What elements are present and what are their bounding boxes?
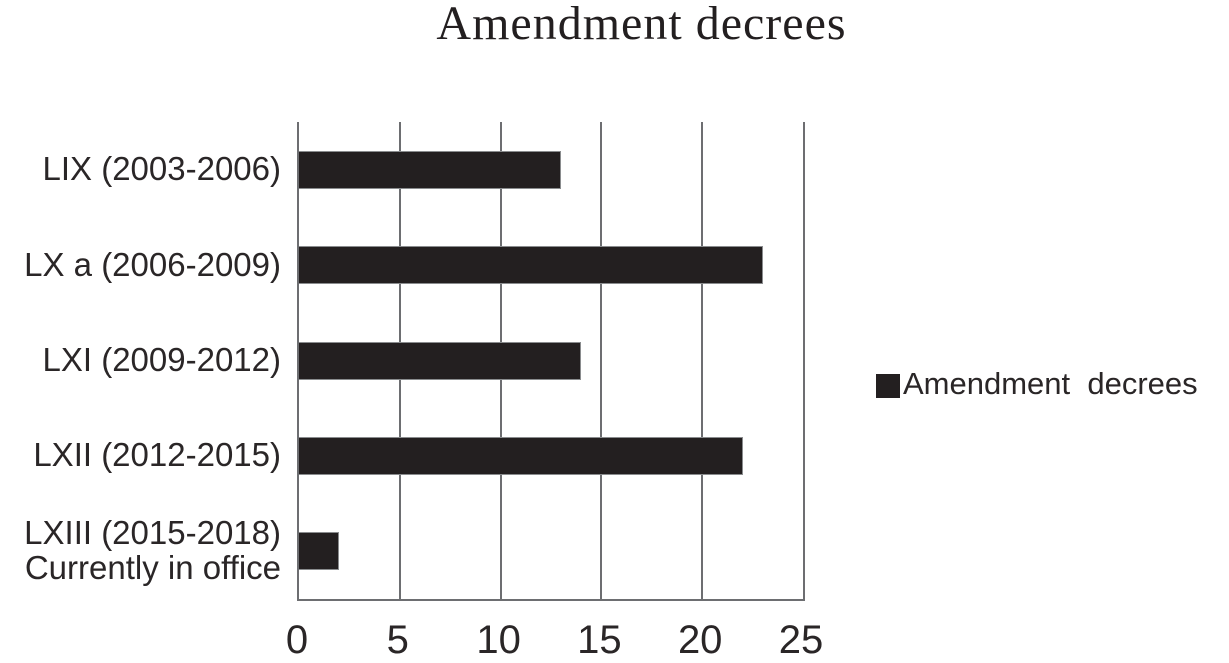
legend: Amendment decrees (876, 366, 1198, 402)
x-tick-label-5: 5 (386, 618, 409, 662)
plot-area (297, 122, 805, 601)
chart-title: Amendment decrees (436, 0, 847, 50)
x-tick-label-20: 20 (677, 618, 723, 662)
category-label-4: LXIII (2015-2018) Currently in office (24, 514, 281, 587)
gridline-20 (701, 122, 704, 599)
legend-label: Amendment decrees (903, 366, 1198, 401)
gridline-15 (600, 122, 603, 599)
category-axis: LIX (2003-2006) LX a (2006-2009) LXI (2009… (0, 122, 281, 599)
category-label-1: LX a (2006-2009) (24, 245, 281, 283)
bar-4 (299, 532, 340, 571)
x-tick-label-15: 15 (577, 618, 622, 662)
x-tick-label-10: 10 (476, 618, 521, 662)
x-tick-label-25: 25 (778, 618, 824, 662)
bar-0 (299, 150, 562, 189)
bar-3 (299, 436, 743, 475)
legend-swatch-icon (876, 373, 900, 398)
bar-1 (299, 246, 763, 285)
category-label-2: LXI (2009-2012) (42, 341, 282, 378)
category-label-0: LIX (2003-2006) (42, 150, 282, 188)
category-label-3: LXII (2012-2015) (33, 436, 281, 474)
x-tick-label-0: 0 (285, 618, 309, 662)
bar-2 (299, 341, 582, 380)
